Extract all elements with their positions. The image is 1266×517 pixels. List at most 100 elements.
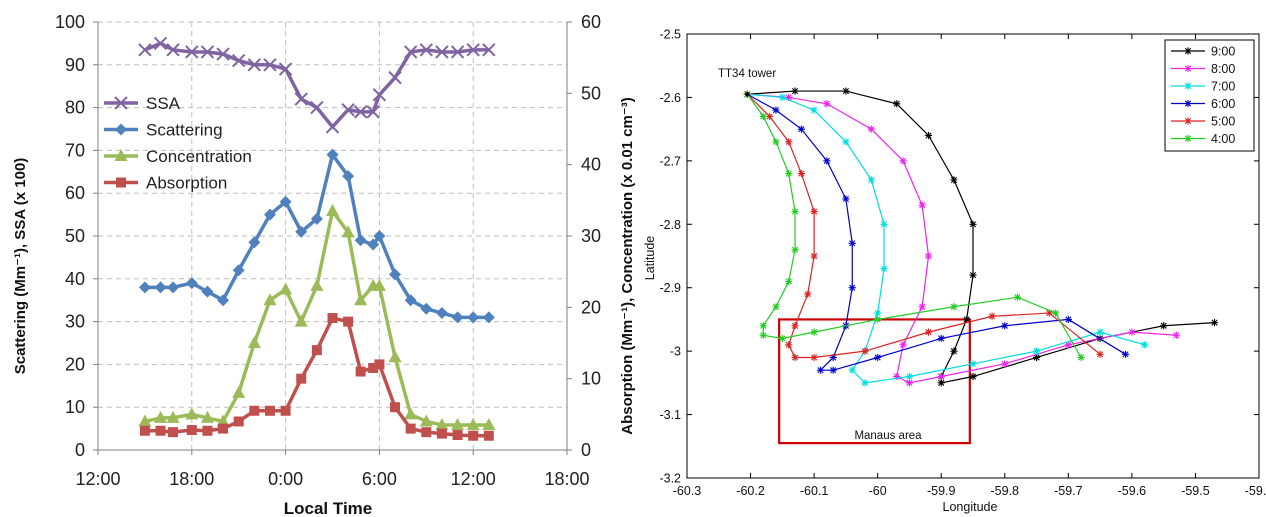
concentration-point	[200, 410, 214, 423]
right-y-tick-label: -2.9	[659, 281, 681, 295]
left-x-tick-label: 18:00	[544, 469, 589, 489]
left-x-tick-label: 18:00	[169, 469, 214, 489]
trajectory-point	[1077, 353, 1085, 362]
trajectory-point	[1045, 309, 1053, 317]
scattering-point	[326, 148, 339, 161]
trajectory-point	[759, 322, 767, 330]
left-x-tick-label: 12:00	[75, 469, 120, 489]
trajectory-point	[816, 366, 825, 374]
legend-label: Concentration	[146, 147, 252, 166]
absorption-point	[327, 313, 338, 324]
concentration-point	[419, 414, 433, 427]
trajectory-point	[823, 100, 831, 108]
left-legend: SSA Scattering Concentration Absorption	[104, 94, 252, 193]
scattering-point	[451, 311, 464, 324]
trajectory-point	[861, 347, 869, 355]
trajectory-4-00	[743, 90, 1085, 362]
left-axes	[93, 21, 572, 455]
trajectory-point	[1052, 309, 1060, 317]
concentration-point	[185, 407, 199, 420]
trajectory-5-00	[743, 90, 1104, 362]
ssa-point	[450, 45, 465, 59]
left-y-tick-label: 80	[65, 98, 85, 118]
ssa-point	[310, 100, 324, 115]
trajectory-point	[1096, 328, 1104, 336]
trajectory-point	[842, 87, 850, 95]
ssa-point	[403, 45, 418, 59]
legend-box	[1164, 39, 1255, 152]
left-y-tick-label: 30	[65, 312, 85, 332]
trajectory-point	[810, 106, 818, 114]
ssa-point	[482, 43, 496, 57]
legend-label: Scattering	[146, 121, 223, 140]
concentration-point	[482, 418, 496, 431]
ssa-point	[294, 92, 308, 106]
right-y-axis-title: Latitude	[643, 236, 657, 281]
trajectory-point	[766, 112, 774, 121]
trajectory-point	[1064, 341, 1072, 349]
trajectory-point	[950, 347, 958, 355]
trajectory-point	[1210, 319, 1219, 327]
trajectory-point	[1160, 322, 1168, 330]
scattering-point	[248, 236, 261, 249]
right-x-tick-label: -60.3	[673, 484, 702, 498]
scattering-point	[185, 277, 198, 290]
trajectory-point	[848, 239, 856, 247]
legend-entry-concentration: Concentration	[104, 147, 252, 166]
trajectory-point	[880, 220, 888, 228]
trajectory-point	[924, 328, 933, 336]
right-x-tick-label: -60	[869, 484, 887, 498]
ssa-point	[166, 43, 180, 57]
right-trajectories	[743, 87, 1219, 387]
trajectory-point	[785, 169, 793, 178]
left-y-tick-label: 90	[65, 55, 85, 75]
ssa-point	[353, 105, 368, 119]
area-label: Manaus area	[854, 430, 922, 442]
absorption-point	[368, 362, 379, 373]
right-x-tick-label: -59.6	[1118, 484, 1147, 498]
trajectory-line	[747, 93, 1126, 371]
concentration-point	[404, 407, 418, 420]
legend-label: 5:00	[1211, 115, 1235, 129]
trajectory-point	[950, 303, 958, 311]
left-tick-labels: 0 10 20 30 40 50 60 70 80 90 100 0 10 20 30 40 50 60 12:00…	[55, 12, 601, 489]
legend-entry-8-00: 8:00	[1171, 62, 1235, 76]
legend-entry-6-00: 6:00	[1171, 97, 1235, 111]
absorption-point	[296, 373, 307, 384]
trajectory-point	[1141, 341, 1149, 349]
right-y-tick-label: -2.7	[659, 154, 681, 168]
scattering-point	[435, 307, 448, 320]
trajectory-point	[1013, 293, 1022, 301]
legend-label: 7:00	[1211, 80, 1235, 94]
scattering-point	[342, 170, 355, 183]
trajectory-point	[867, 176, 875, 184]
legend-marker	[115, 123, 127, 136]
scattering-point	[154, 281, 167, 294]
left-y-tick-label: 60	[65, 183, 85, 203]
left-x-tick-label: 12:00	[451, 469, 496, 489]
legend-label: SSA	[146, 94, 181, 113]
legend-marker	[1184, 64, 1192, 73]
right-y-tick-label: 10	[581, 369, 601, 389]
absorption-point	[452, 430, 463, 441]
concentration-point	[354, 293, 368, 306]
legend-entry-ssa: SSA	[104, 94, 181, 113]
ssa-point	[153, 36, 168, 51]
trajectory-point	[874, 353, 882, 362]
series-ssa	[138, 36, 496, 134]
absorption-point	[483, 430, 494, 441]
right-x-axis-title: Longitude	[943, 500, 998, 514]
legend-marker	[1184, 82, 1192, 90]
legend-marker	[114, 149, 128, 161]
ssa-point	[366, 105, 380, 119]
scattering-point	[263, 208, 276, 221]
scattering-point	[354, 234, 367, 247]
ssa-point	[341, 103, 355, 117]
left-y-tick-label: 40	[65, 269, 85, 289]
legend-entry-7-00: 7:00	[1171, 80, 1235, 94]
trajectory-point	[785, 341, 793, 349]
right-y-tick-label: -3.1	[659, 408, 681, 422]
scattering-point	[373, 230, 386, 242]
trajectory-point	[810, 208, 818, 216]
ssa-point	[278, 62, 293, 76]
